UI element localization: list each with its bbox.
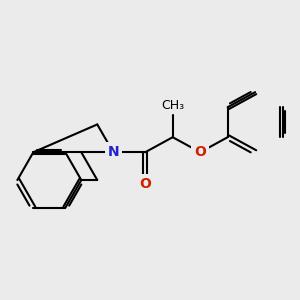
Text: O: O: [194, 145, 206, 159]
Text: CH₃: CH₃: [161, 99, 184, 112]
Text: O: O: [139, 177, 151, 191]
Text: N: N: [107, 145, 119, 159]
